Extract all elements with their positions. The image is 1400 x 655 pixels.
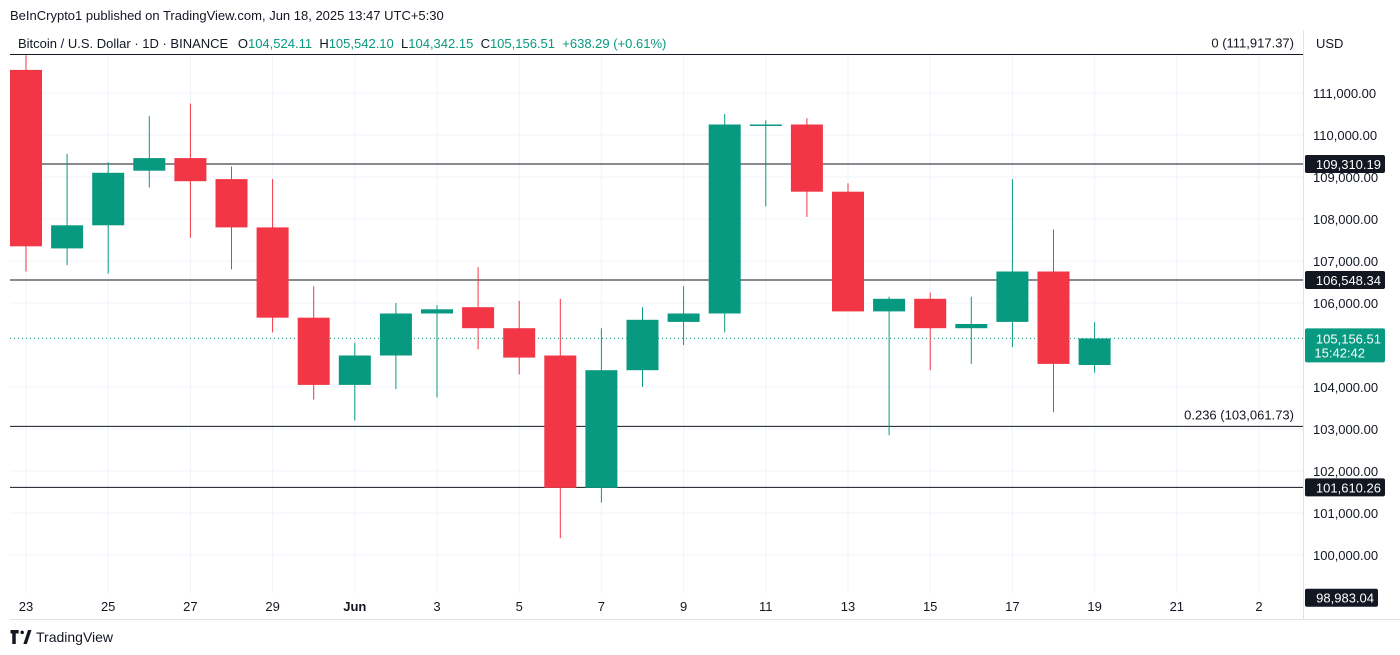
price-tags: 109,310.19 106,548.34 101,610.26 105,156.51… bbox=[1305, 154, 1385, 607]
candle-body bbox=[914, 298, 947, 329]
x-tick-label: 9 bbox=[680, 599, 687, 614]
close-value: 105,156.51 bbox=[489, 36, 556, 51]
open-label: O bbox=[237, 36, 248, 51]
x-tick-label: 27 bbox=[183, 599, 197, 614]
candle-body bbox=[955, 324, 988, 329]
current-price-text: 105,156.51 bbox=[1316, 331, 1381, 346]
y-tick-label: 100,000.00 bbox=[1313, 548, 1378, 563]
time-axis: 23 25 27 29 Jun 3 5 7 9 11 13 15 17 19 21 2 bbox=[19, 599, 1263, 614]
y-tick-label: 106,000.00 bbox=[1313, 296, 1378, 311]
y-tick-label: 111,000.00 bbox=[1313, 86, 1376, 101]
level-price-tag-text: 106,548.34 bbox=[1316, 273, 1381, 288]
price-axis: 111,000.00 110,000.00 109,000.00 108,000.00… bbox=[1313, 86, 1378, 563]
candle-body bbox=[1037, 271, 1070, 364]
tradingview-brand[interactable]: TradingView bbox=[10, 629, 113, 645]
y-tick-label: 109,000.00 bbox=[1313, 170, 1378, 185]
candle-body bbox=[338, 355, 371, 385]
candle-body bbox=[503, 328, 536, 358]
y-tick-label: 102,000.00 bbox=[1313, 464, 1378, 479]
candle-body bbox=[667, 313, 700, 322]
candle-body bbox=[544, 355, 577, 488]
candles bbox=[10, 55, 1111, 539]
high-value: 105,542.10 bbox=[328, 36, 394, 51]
x-tick-label: 25 bbox=[101, 599, 115, 614]
candle-body bbox=[790, 124, 823, 192]
candle-body bbox=[92, 172, 125, 226]
candle-body bbox=[256, 227, 289, 318]
level-price-tag bbox=[1305, 154, 1385, 173]
low-label: L bbox=[401, 36, 409, 51]
bottom-price-tag bbox=[1305, 588, 1378, 607]
x-tick-label: 7 bbox=[598, 599, 605, 614]
countdown-text: 15:42:42 bbox=[1314, 345, 1365, 360]
candle-body bbox=[133, 158, 166, 171]
y-tick-label: 110,000.00 bbox=[1313, 128, 1377, 143]
change-value: +638.29 (+0.61%) bbox=[562, 36, 667, 51]
level-price-tag bbox=[1305, 270, 1385, 289]
symbol-name: Bitcoin / U.S. Dollar · 1D · BINANCE bbox=[18, 36, 229, 51]
candle-body bbox=[10, 69, 42, 247]
close-label: C bbox=[480, 36, 490, 51]
x-tick-label: 23 bbox=[19, 599, 33, 614]
y-tick-label: 108,000.00 bbox=[1313, 212, 1378, 227]
candle-body bbox=[379, 313, 412, 356]
candle-body bbox=[297, 317, 330, 385]
candle-body bbox=[626, 319, 659, 371]
candle-body bbox=[996, 271, 1029, 322]
candle-body bbox=[585, 370, 618, 488]
level-price-tag bbox=[1305, 478, 1385, 497]
x-tick-label: 3 bbox=[433, 599, 440, 614]
y-tick-label: 107,000.00 bbox=[1313, 254, 1378, 269]
candle-body bbox=[832, 191, 864, 312]
chart-grid bbox=[10, 30, 1400, 620]
x-tick-label: 13 bbox=[841, 599, 855, 614]
open-value: 104,524.11 bbox=[247, 36, 313, 51]
currency-label[interactable]: USD bbox=[1316, 36, 1344, 51]
y-tick-label: 103,000.00 bbox=[1313, 422, 1378, 437]
candle-body bbox=[1078, 338, 1111, 365]
level-label: 0.236 (103,061.73) bbox=[1184, 407, 1294, 422]
tradingview-logo-icon bbox=[10, 630, 32, 644]
x-tick-label: 2 bbox=[1255, 599, 1262, 614]
candle-body bbox=[749, 124, 782, 126]
y-tick-label: 101,000.00 bbox=[1313, 506, 1378, 521]
candle-body bbox=[462, 307, 495, 329]
horizontal-levels: 0 (111,917.37) 0.236 (103,061.73) bbox=[10, 35, 1303, 488]
x-tick-label: 21 bbox=[1170, 599, 1184, 614]
x-tick-label: 5 bbox=[516, 599, 523, 614]
candle-body bbox=[421, 309, 453, 314]
x-tick-label: 29 bbox=[265, 599, 279, 614]
level-price-tag-text: 109,310.19 bbox=[1316, 157, 1381, 172]
low-value: 104,342.15 bbox=[408, 36, 474, 51]
x-tick-label: 15 bbox=[923, 599, 937, 614]
y-tick-label: 104,000.00 bbox=[1313, 380, 1378, 395]
x-tick-label: 19 bbox=[1087, 599, 1101, 614]
bottom-price-tag-text: 98,983.04 bbox=[1316, 591, 1374, 606]
x-tick-label: 17 bbox=[1005, 599, 1019, 614]
candle-body bbox=[51, 225, 84, 249]
current-price-tag bbox=[1305, 328, 1385, 363]
x-tick-label: Jun bbox=[343, 599, 366, 614]
candle-body bbox=[708, 124, 741, 314]
candle-body bbox=[873, 298, 906, 312]
symbol-legend: Bitcoin / U.S. Dollar · 1D · BINANCE O10… bbox=[18, 36, 666, 51]
candle-body bbox=[174, 158, 207, 182]
x-tick-label: 11 bbox=[759, 599, 773, 614]
candle-body bbox=[215, 179, 248, 228]
high-label: H bbox=[319, 36, 329, 51]
level-label: 0 (111,917.37) bbox=[1211, 35, 1294, 50]
brand-name: TradingView bbox=[36, 629, 114, 645]
publish-info: BeInCrypto1 published on TradingView.com… bbox=[10, 8, 444, 23]
level-price-tag-text: 101,610.26 bbox=[1316, 480, 1381, 495]
